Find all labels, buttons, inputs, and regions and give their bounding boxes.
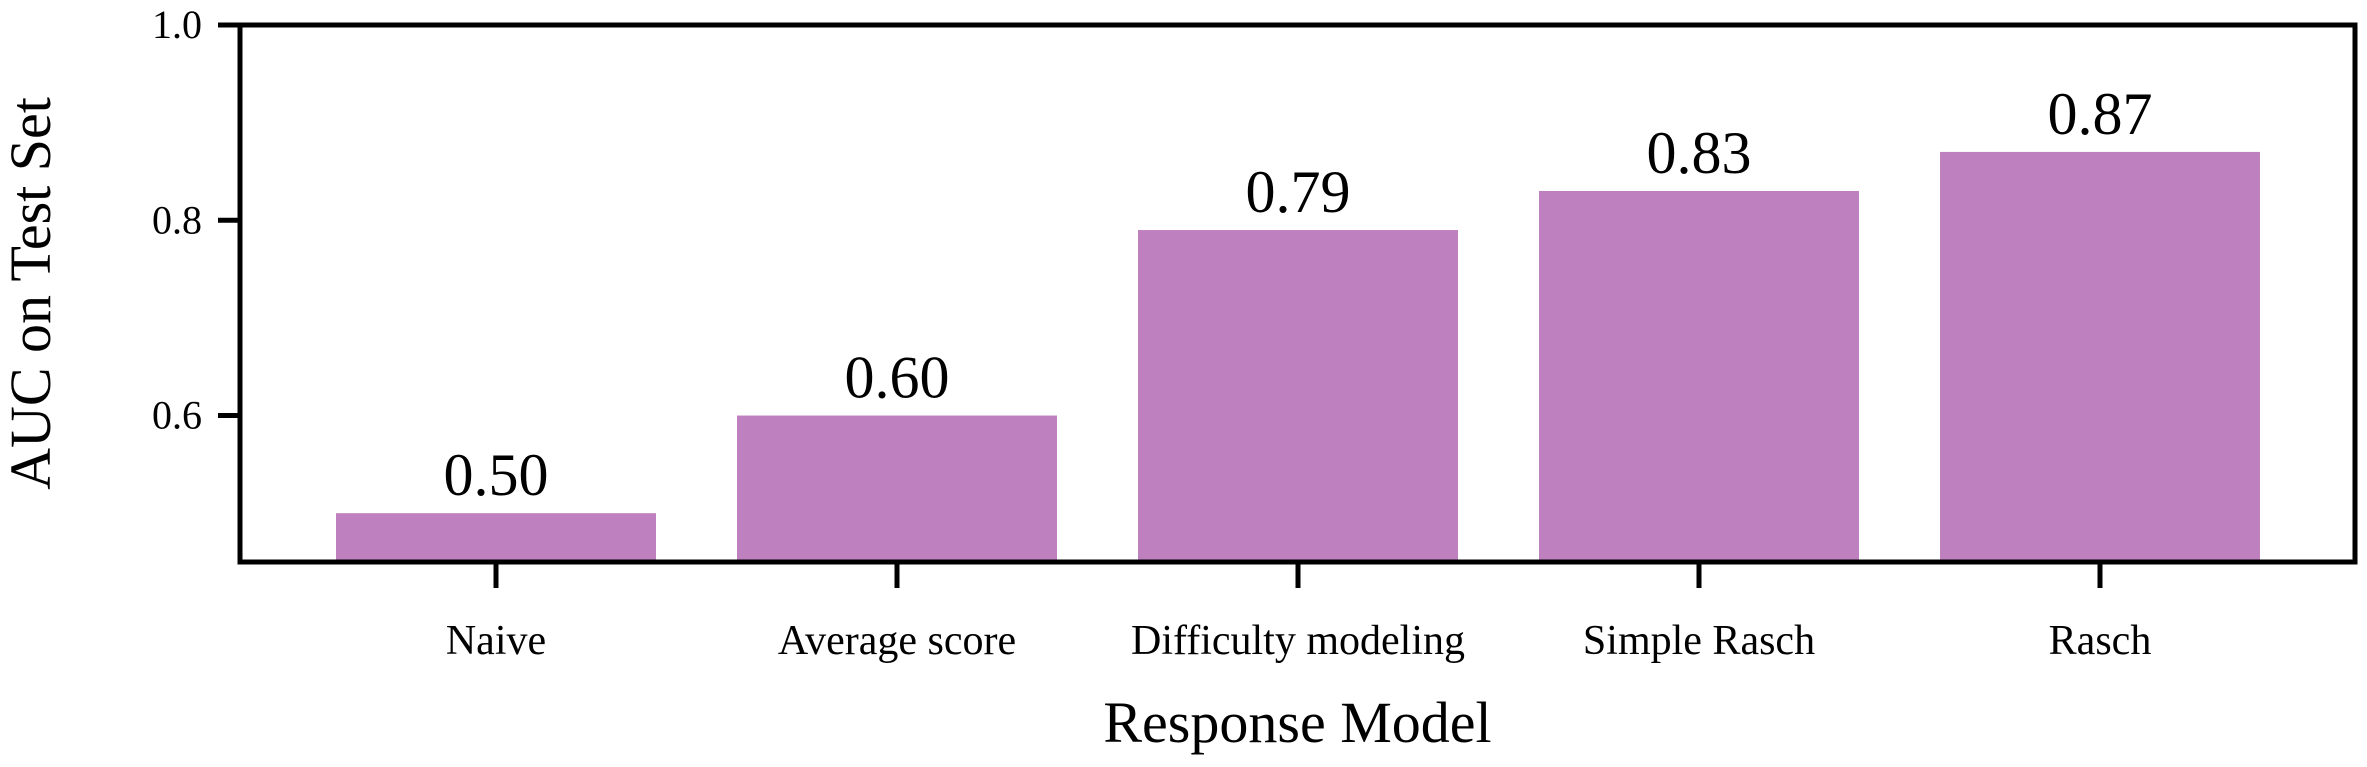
- bar-difficulty-modeling: [1138, 230, 1458, 562]
- y-tick-label: 1.0: [152, 2, 202, 47]
- x-tick-label: Rasch: [2049, 618, 2152, 664]
- bar-average-score: [737, 415, 1057, 562]
- bar-naive: [336, 513, 656, 562]
- x-tick-label: Difficulty modeling: [1131, 618, 1465, 664]
- data-labels-group: 0.50 0.60 0.79 0.83 0.87: [444, 81, 2153, 508]
- data-label: 0.83: [1647, 120, 1752, 186]
- bar-rasch: [1940, 151, 2260, 562]
- x-axis: Naive Average score Difficulty modeling Sim…: [446, 562, 2151, 664]
- y-tick-label: 0.8: [152, 197, 202, 242]
- y-axis-title: AUC on Test Set: [0, 97, 63, 490]
- x-axis-title: Response Model: [1103, 690, 1491, 755]
- x-tick-label: Simple Rasch: [1583, 618, 1815, 664]
- data-label: 0.79: [1246, 159, 1351, 225]
- bar-simple-rasch: [1539, 190, 1859, 562]
- x-tick-label: Naive: [446, 618, 546, 664]
- y-axis: 0.6 0.8 1.0: [152, 2, 240, 438]
- y-tick-label: 0.6: [152, 393, 202, 438]
- data-label: 0.60: [845, 345, 950, 411]
- bars-group: [336, 151, 2260, 562]
- x-tick-label: Average score: [778, 618, 1016, 664]
- data-label: 0.50: [444, 442, 549, 508]
- data-label: 0.87: [2048, 81, 2153, 147]
